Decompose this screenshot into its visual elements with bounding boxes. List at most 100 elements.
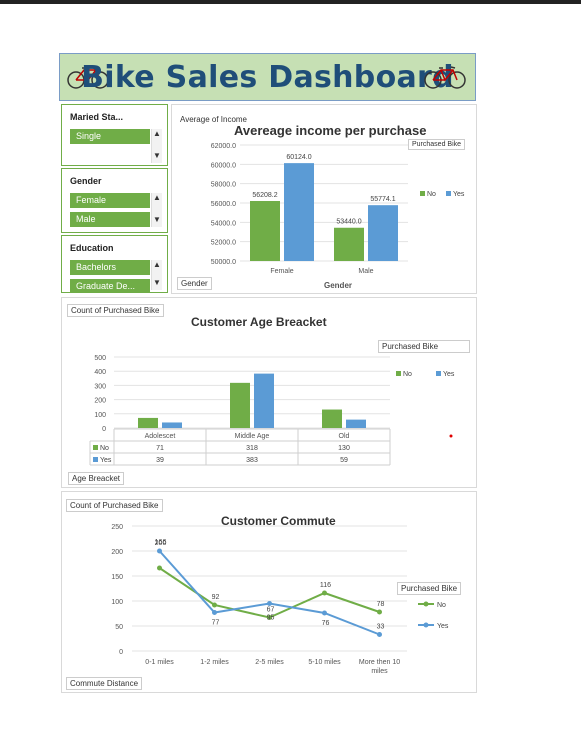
slicer-scrollbar[interactable]: ▲ ▼ [151,260,162,290]
legend-swatch [436,371,441,376]
gender-slicer[interactable]: Gender Female Male ▲ ▼ [61,168,168,233]
chevron-up-icon[interactable]: ▲ [153,129,161,138]
legend-field-button[interactable]: Purchased Bike [378,340,470,353]
x-tick-label: Middle Age [235,433,270,440]
y-tick-label: 100 [94,412,106,419]
commute-line-chart: 0 50 100 150 200 250 166 92 67 116 78 200 77 95 76 33 0-… [111,524,449,675]
dashboard-title: Bike Sales Dashboard [81,60,454,95]
chevron-up-icon[interactable]: ▲ [153,260,161,269]
bar-no [230,382,250,428]
x-tick-label: Adolescet [145,433,176,440]
table-value: 318 [246,445,258,452]
stray-dot [449,434,453,438]
bar-yes [346,419,366,428]
x-tick-label: 5-10 miles [308,659,341,666]
slicer-item-graduate-degree[interactable]: Graduate De... [70,279,150,292]
legend-field-button[interactable]: Purchased Bike [397,582,462,595]
data-point [377,609,382,615]
legend-swatch [396,371,401,376]
bar-no [322,409,342,428]
y-tick-label: 50000.0 [211,259,236,266]
data-label: 116 [320,582,331,589]
top-border [0,0,581,4]
legend-marker [423,601,429,607]
legend-field-button[interactable]: Purchased Bike [408,139,466,150]
chart-title: Customer Age Breacket [191,315,327,329]
slicer-item-female[interactable]: Female [70,193,150,208]
slicer-title: Education [70,243,114,253]
legend-label: No [427,191,436,198]
y-tick-label: 400 [94,369,106,376]
data-label: 76 [322,620,330,627]
value-field-button[interactable]: Count of Purchased Bike [67,304,164,317]
axis-field-button[interactable]: Age Breacket [68,472,125,485]
data-label: 166 [155,539,167,546]
legend-swatch [420,191,425,196]
data-label: 77 [212,620,220,627]
chevron-up-icon[interactable]: ▲ [153,193,161,202]
bicycle-icon [67,66,109,89]
x-axis-label: Gender [324,281,353,290]
bar-no [138,417,158,428]
data-point [377,632,382,637]
y-tick-label: 58000.0 [211,182,236,189]
data-point [212,610,217,615]
chevron-down-icon[interactable]: ▼ [153,151,161,160]
data-label: 60124.0 [286,154,311,161]
value-field-button[interactable]: Average of Income [177,114,251,125]
legend-swatch [446,191,451,196]
data-label: 53440.0 [336,219,361,226]
slicer-item-bachelors[interactable]: Bachelors [70,260,150,275]
y-tick-label: 54000.0 [211,220,236,227]
table-legend-key [93,457,98,462]
axis-field-button[interactable]: Commute Distance [66,677,143,690]
slicer-scrollbar[interactable]: ▲ ▼ [151,129,162,163]
income-chart-panel: Average of Income Avereage income per pu… [171,104,477,294]
table-legend-key [93,445,98,450]
data-label: 67 [267,607,275,614]
slicer-item-single[interactable]: Single [70,129,150,144]
x-tick-label: More then 10 miles [359,659,400,675]
income-bar-chart: 50000.0 52000.0 54000.0 56000.0 58000.0 60000… [211,143,465,275]
slicer-item-male[interactable]: Male [70,212,150,227]
commute-chart-panel: Count of Purchased Bike Customer Commute… [61,491,477,693]
data-point [322,610,327,616]
legend-label: Yes [453,191,465,198]
table-series-label: No [100,445,109,452]
bicycle-icon [424,66,466,89]
data-label: 95 [267,615,275,622]
data-label: 56208.2 [252,192,277,199]
data-point [212,602,217,608]
education-slicer[interactable]: Education Bachelors Graduate De... ▲ ▼ [61,235,168,293]
bar-yes [284,163,314,261]
data-point [322,590,327,596]
data-point [267,615,272,620]
age-chart-panel: Count of Purchased Bike Customer Age Bre… [61,297,477,488]
bar-no [250,200,280,261]
data-label: 200 [155,540,167,547]
table-value: 130 [338,445,350,452]
legend-label: No [403,371,412,378]
y-tick-label: 250 [111,524,123,531]
y-tick-label: 62000.0 [211,143,236,150]
x-tick-label: 2-5 miles [255,659,284,666]
slicer-title: Maried Sta... [70,112,124,122]
data-point [157,548,162,554]
y-tick-label: 60000.0 [211,162,236,169]
bar-yes [162,422,182,428]
marital-status-slicer[interactable]: Maried Sta... Single ▲ ▼ [61,104,168,166]
y-tick-label: 200 [111,549,123,556]
data-label: 55774.1 [370,196,395,203]
value-field-button[interactable]: Count of Purchased Bike [66,499,163,512]
chevron-down-icon[interactable]: ▼ [153,278,161,287]
slicer-scrollbar[interactable]: ▲ ▼ [151,193,162,227]
slicer-title: Gender [70,176,102,186]
bar-no [334,227,364,261]
x-tick-label: Old [339,433,350,440]
bar-yes [368,205,398,261]
data-point [267,601,272,606]
data-label: 33 [377,624,385,631]
x-tick-label: Female [270,268,293,275]
chevron-down-icon[interactable]: ▼ [153,215,161,224]
axis-field-button[interactable]: Gender [177,277,212,290]
